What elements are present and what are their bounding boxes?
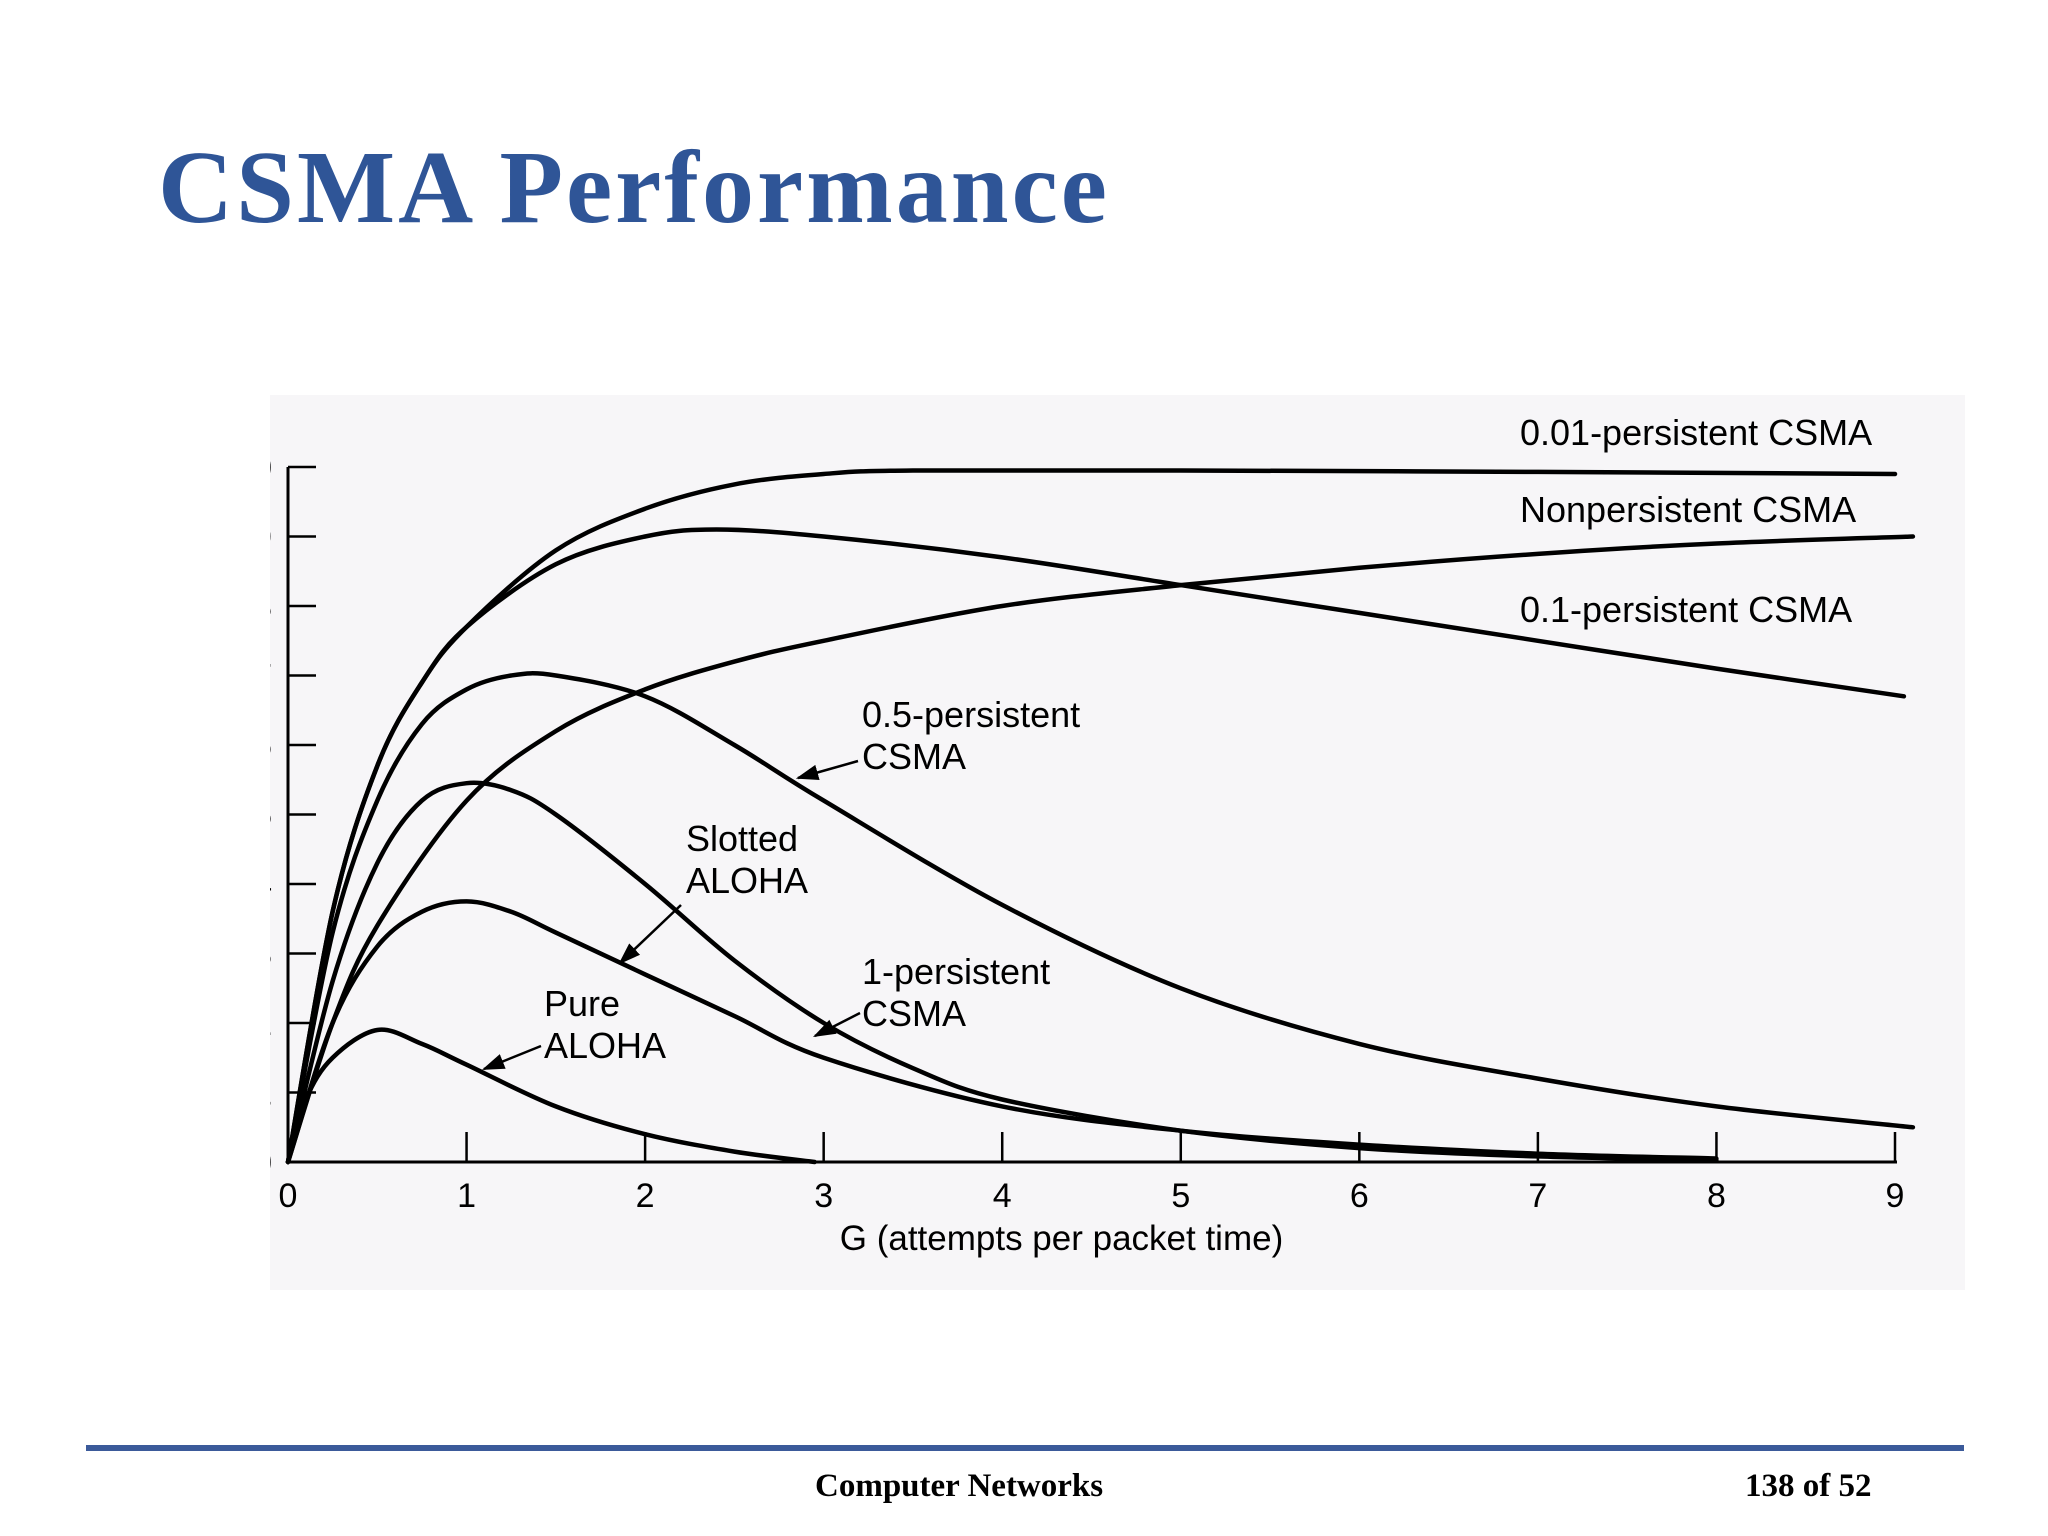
footer-course: Computer Networks [815,1468,1104,1504]
series-label-pure-aloha: Pure [544,983,620,1024]
y-tick-label: 0.4 [270,866,272,904]
series-arrow-0-5-persistent-csma [795,759,859,781]
x-tick-label: 8 [1707,1177,1726,1215]
y-tick-label: 0.2 [270,1005,272,1043]
y-tick-label: 0.3 [270,936,272,974]
series-arrow-1-persistent-csma [812,1011,861,1038]
series-arrow-pure-aloha [481,1044,542,1071]
series-label-0-5-persistent-csma: 0.5-persistent [862,694,1080,735]
throughput-chart: 0 0.1 0.2 0.3 0.4 0.5 0.6 0.7 0.8 0.9 1.0 0 1 2 3 4 5 6 7 8… [270,412,1916,1258]
x-tick-label: 6 [1350,1177,1369,1215]
x-tick-label: 2 [636,1177,655,1215]
x-tick-label: 5 [1171,1177,1190,1215]
series-label-slotted-aloha: Slotted [686,818,798,859]
y-tick-label: 0.5 [270,797,272,835]
y-tick-label: 0.9 [270,519,272,557]
series-label-1-persistent-csma: 1-persistent [862,951,1050,992]
x-tick-label: 3 [814,1177,833,1215]
series-line-slotted-aloha [285,899,1719,1165]
series-line-pure-aloha [285,1027,817,1165]
y-tick-label: 0.1 [270,1075,272,1113]
series-label-0-5-persistent-csma: CSMA [862,736,966,777]
series-label-0-1-persistent-csma: 0.1-persistent CSMA [1520,589,1852,630]
x-tick-label: 7 [1528,1177,1547,1215]
y-tick-label: 0.8 [270,588,272,626]
chart-panel: 0 0.1 0.2 0.3 0.4 0.5 0.6 0.7 0.8 0.9 1.0 0 1 2 3 4 5 6 7 8… [270,395,1965,1290]
series-line-0-5-persistent-csma [285,671,1916,1165]
slide-title: CSMA Performance [158,130,1110,245]
series-label-0-01-persistent-csma: 0.01-persistent CSMA [1520,412,1872,453]
series-label-1-persistent-csma: CSMA [862,993,966,1034]
series-line-0-01-persistent-csma [285,467,1898,1165]
x-tick-label: 9 [1886,1177,1905,1215]
footer-page-number: 138 of 52 [1745,1468,1872,1504]
x-tick-label: 0 [279,1177,298,1215]
series-label-pure-aloha: ALOHA [544,1025,666,1066]
series-line-nonpersistent-csma [285,534,1916,1165]
series-arrow-slotted-aloha [618,904,682,965]
y-tick-label: 0.7 [270,658,272,696]
y-tick-label: 0 [270,1144,272,1182]
series-line-1-persistent-csma [285,780,1719,1165]
y-tick-label: 0.6 [270,727,272,765]
series-label-slotted-aloha: ALOHA [686,860,808,901]
x-axis-title: G (attempts per packet time) [840,1219,1283,1258]
x-tick-label: 4 [993,1177,1012,1215]
series-label-nonpersistent-csma: Nonpersistent CSMA [1520,489,1856,530]
y-tick-label: 1.0 [270,449,272,487]
footer-rule [86,1445,1964,1451]
x-tick-label: 1 [457,1177,476,1215]
